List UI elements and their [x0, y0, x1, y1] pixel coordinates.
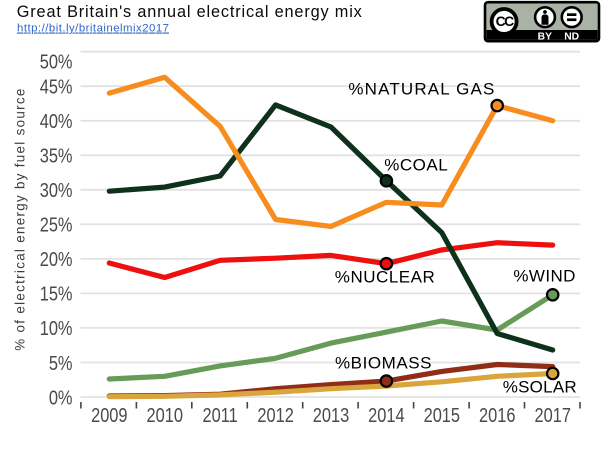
svg-text:% of electrical energy by fuel: % of electrical energy by fuel source [13, 89, 28, 351]
svg-text:CC: CC [496, 13, 515, 29]
svg-text:2011: 2011 [202, 403, 237, 426]
svg-text:20%: 20% [40, 248, 73, 271]
svg-text:ND: ND [564, 31, 579, 42]
svg-text:2012: 2012 [257, 403, 293, 426]
svg-text:2014: 2014 [368, 403, 404, 426]
svg-text:35%: 35% [40, 144, 73, 167]
svg-text:5%: 5% [49, 351, 73, 374]
svg-text:50%: 50% [40, 50, 73, 73]
svg-text:2017: 2017 [534, 403, 570, 426]
svg-text:45%: 45% [40, 75, 73, 98]
svg-text:Great Britain's annual electri: Great Britain's annual electrical energy… [17, 3, 362, 21]
svg-text:15%: 15% [40, 282, 73, 305]
svg-text:30%: 30% [40, 179, 73, 202]
svg-text:40%: 40% [40, 110, 73, 133]
svg-text:2016: 2016 [479, 403, 515, 426]
svg-text:%COAL: %COAL [384, 155, 448, 174]
svg-text:2009: 2009 [91, 403, 127, 426]
svg-text:0%: 0% [49, 386, 73, 409]
svg-text:2010: 2010 [146, 403, 182, 426]
svg-text:2015: 2015 [424, 403, 460, 426]
svg-text:2013: 2013 [313, 403, 349, 426]
svg-text:25%: 25% [40, 213, 73, 236]
svg-text:%WIND: %WIND [513, 266, 575, 285]
svg-text:%BIOMASS: %BIOMASS [335, 354, 432, 373]
svg-text:%NUCLEAR: %NUCLEAR [335, 268, 435, 287]
svg-text:%NATURAL GAS: %NATURAL GAS [348, 79, 494, 98]
svg-text:BY: BY [538, 31, 552, 42]
svg-text:%SOLAR: %SOLAR [503, 378, 577, 397]
svg-text:10%: 10% [40, 317, 73, 340]
svg-text:http://bit.ly/britainelmix2017: http://bit.ly/britainelmix2017 [17, 23, 169, 35]
